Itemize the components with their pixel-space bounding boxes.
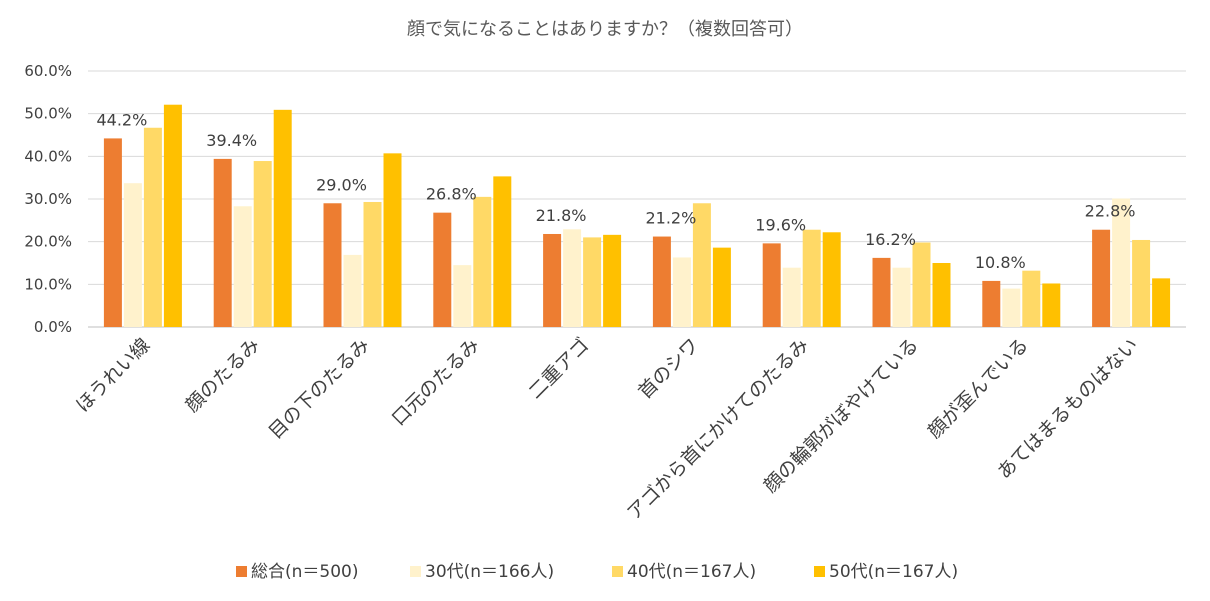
bar-series-4 <box>493 176 512 327</box>
bar-series-3 <box>583 237 602 327</box>
category-labels: ほうれい線 顔のたるみ 目の下のたるみ 口元のたるみ 二重アゴ 首のシワアゴから首にかけて… <box>72 334 1143 524</box>
bar-series-1 <box>652 236 671 327</box>
bar-series-4 <box>1042 283 1061 327</box>
bar-series-3 <box>143 127 162 327</box>
data-label: 29.0% <box>316 175 367 194</box>
y-tick-label: 30.0% <box>24 190 72 208</box>
bar-series-1 <box>872 257 891 327</box>
category-label: 目の下のたるみ <box>264 334 374 444</box>
legend-swatch <box>612 566 623 577</box>
data-label: 22.8% <box>1085 202 1136 221</box>
category-label: アゴから首にかけてのたるみ <box>623 334 813 524</box>
bar-series-3 <box>692 203 711 327</box>
legend: 総合(n＝500) 30代(n＝166人) 40代(n＝167人) 50代(n＝167… <box>236 562 958 582</box>
legend-label: 50代(n＝167人) <box>829 562 958 582</box>
bar-series-2 <box>233 206 252 327</box>
bar-series-1 <box>433 212 452 327</box>
bar-series-1 <box>762 243 781 327</box>
bar-series-4 <box>822 232 841 327</box>
bar-series-4 <box>273 109 292 328</box>
bar-series-1 <box>213 158 232 327</box>
bar-series-2 <box>782 267 801 327</box>
bar-series-4 <box>383 153 402 327</box>
bar-series-2 <box>123 183 142 327</box>
y-axis-ticks: 0.0% 10.0% 20.0% 30.0% 40.0% 50.0% 60.0% <box>24 62 72 336</box>
data-label: 44.2% <box>96 110 147 129</box>
chart-title: 顔で気になることはありますか？（複数回答可） <box>407 19 803 40</box>
legend-swatch <box>410 566 421 577</box>
bar-series-2 <box>453 265 472 327</box>
bar-series-1 <box>103 138 122 327</box>
y-tick-label: 50.0% <box>24 105 72 123</box>
bar-series-2 <box>672 257 691 327</box>
bar-series-2 <box>563 229 582 327</box>
legend-swatch <box>236 566 247 577</box>
bar-series-2 <box>343 254 362 327</box>
bar-series-4 <box>603 234 622 327</box>
y-tick-label: 40.0% <box>24 147 72 165</box>
legend-label: 40代(n＝167人) <box>627 562 756 582</box>
data-labels: 44.2% 39.4% 29.0% 26.8% 21.8% 21.2% 19.6% 16.2%… <box>96 110 1135 272</box>
data-label: 21.2% <box>645 209 696 228</box>
legend-label: 総合(n＝500) <box>251 562 359 582</box>
bar-series-4 <box>163 104 182 327</box>
bar-series-4 <box>712 247 731 327</box>
bar-series-3 <box>473 196 492 327</box>
bar-series-2 <box>892 267 911 327</box>
y-tick-label: 20.0% <box>24 233 72 251</box>
category-label: 口元のたるみ <box>388 334 484 430</box>
y-tick-label: 60.0% <box>24 62 72 80</box>
category-label: ほうれい線 <box>72 334 155 417</box>
category-label: 顔が歪んでいる <box>924 334 1033 443</box>
bar-series-4 <box>1152 278 1171 327</box>
legend-swatch <box>814 566 825 577</box>
category-label: 二重アゴ <box>524 334 593 403</box>
legend-label: 30代(n＝166人) <box>425 562 554 582</box>
gridlines <box>88 70 1186 328</box>
data-label: 16.2% <box>865 230 916 249</box>
data-label: 19.6% <box>755 215 806 234</box>
bar-series-1 <box>982 280 1001 327</box>
data-label: 39.4% <box>206 131 257 150</box>
bar-series-2 <box>1112 198 1131 327</box>
y-tick-label: 0.0% <box>34 318 72 336</box>
bar-series-3 <box>253 161 272 327</box>
data-label: 10.8% <box>975 253 1026 272</box>
bar-series-3 <box>1132 239 1151 327</box>
bar-series-2 <box>1002 288 1021 327</box>
data-label: 21.8% <box>536 206 587 225</box>
bar-series-1 <box>323 203 342 327</box>
bar-series-3 <box>912 242 931 327</box>
bar-series-1 <box>1092 229 1111 327</box>
y-tick-label: 10.0% <box>24 275 72 293</box>
bar-series-1 <box>543 233 562 327</box>
bars <box>103 104 1171 328</box>
data-label: 26.8% <box>426 185 477 204</box>
category-label: 顔のたるみ <box>181 334 264 417</box>
category-label: 首のシワ <box>634 334 703 403</box>
bar-series-4 <box>932 263 951 327</box>
bar-series-3 <box>1022 270 1041 327</box>
bar-series-3 <box>363 201 382 327</box>
bar-series-3 <box>802 229 821 327</box>
